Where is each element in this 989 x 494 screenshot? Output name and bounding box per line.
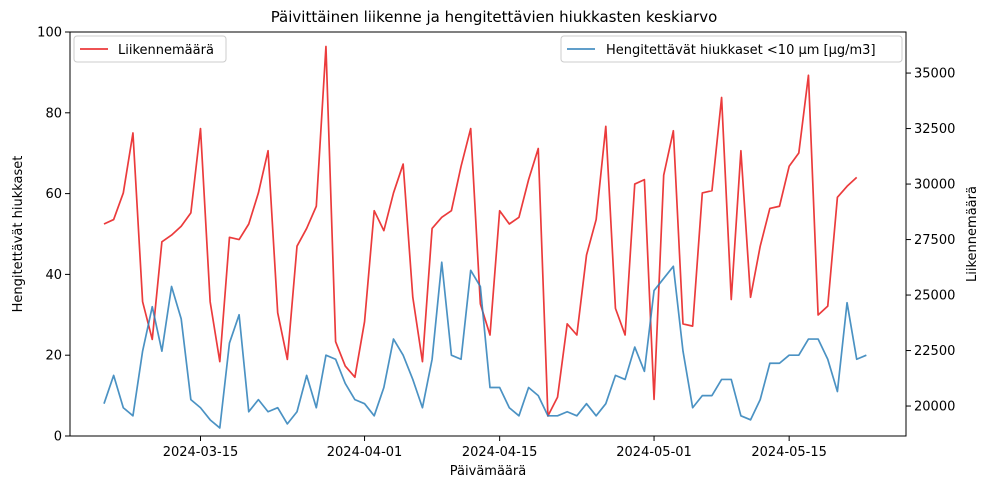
right-y-tick-label: 20000 xyxy=(914,400,955,415)
x-axis-label: Päivämäärä xyxy=(450,464,526,479)
right-y-tick-label: 27500 xyxy=(914,233,955,248)
right-y-tick-label: 32500 xyxy=(914,122,955,137)
legend-left-box xyxy=(73,35,227,63)
legend-right-label: Hengitettävät hiukkaset <10 µm [µg/m3] xyxy=(606,43,876,58)
chart-title: Päivittäinen liikenne ja hengitettävien … xyxy=(271,8,718,26)
legend-right: Hengitettävät hiukkaset <10 µm [µg/m3] xyxy=(560,35,903,63)
particles-line xyxy=(103,261,867,429)
left-y-tick-label: 80 xyxy=(45,106,62,121)
x-axis-ticks: 2024-03-15 2024-04-01 2024-04-15 2024-05-01… xyxy=(163,436,827,460)
left-y-tick-label: 60 xyxy=(45,187,62,202)
x-tick-label: 2024-04-15 xyxy=(462,445,538,460)
x-tick-label: 2024-05-15 xyxy=(751,445,827,460)
left-y-tick-label: 0 xyxy=(54,430,62,445)
left-y-axis-ticks: 0 20 40 60 80 100 xyxy=(37,26,70,445)
left-y-axis-label: Hengitettävät hiukkaset xyxy=(11,156,26,313)
right-y-axis-ticks: 20000 22500 25000 27500 30000 32500 35000 xyxy=(906,67,955,415)
left-y-tick-label: 20 xyxy=(45,349,62,364)
traffic-line xyxy=(103,45,858,417)
plot-frame xyxy=(69,31,907,437)
legend-left-label: Liikennemäärä xyxy=(118,43,214,58)
left-y-tick-label: 40 xyxy=(45,268,62,283)
right-y-tick-label: 35000 xyxy=(914,67,955,82)
right-y-tick-label: 22500 xyxy=(914,344,955,359)
right-y-axis-label: Liikennemäärä xyxy=(965,186,980,282)
series-lines xyxy=(103,45,867,429)
x-tick-label: 2024-03-15 xyxy=(163,445,239,460)
right-y-tick-label: 30000 xyxy=(914,178,955,193)
x-tick-label: 2024-04-01 xyxy=(327,445,403,460)
legend-left: Liikennemäärä xyxy=(73,35,227,63)
right-y-tick-label: 25000 xyxy=(914,289,955,304)
legend-right-box xyxy=(560,35,903,63)
left-y-tick-label: 100 xyxy=(37,26,62,41)
x-tick-label: 2024-05-01 xyxy=(616,445,692,460)
